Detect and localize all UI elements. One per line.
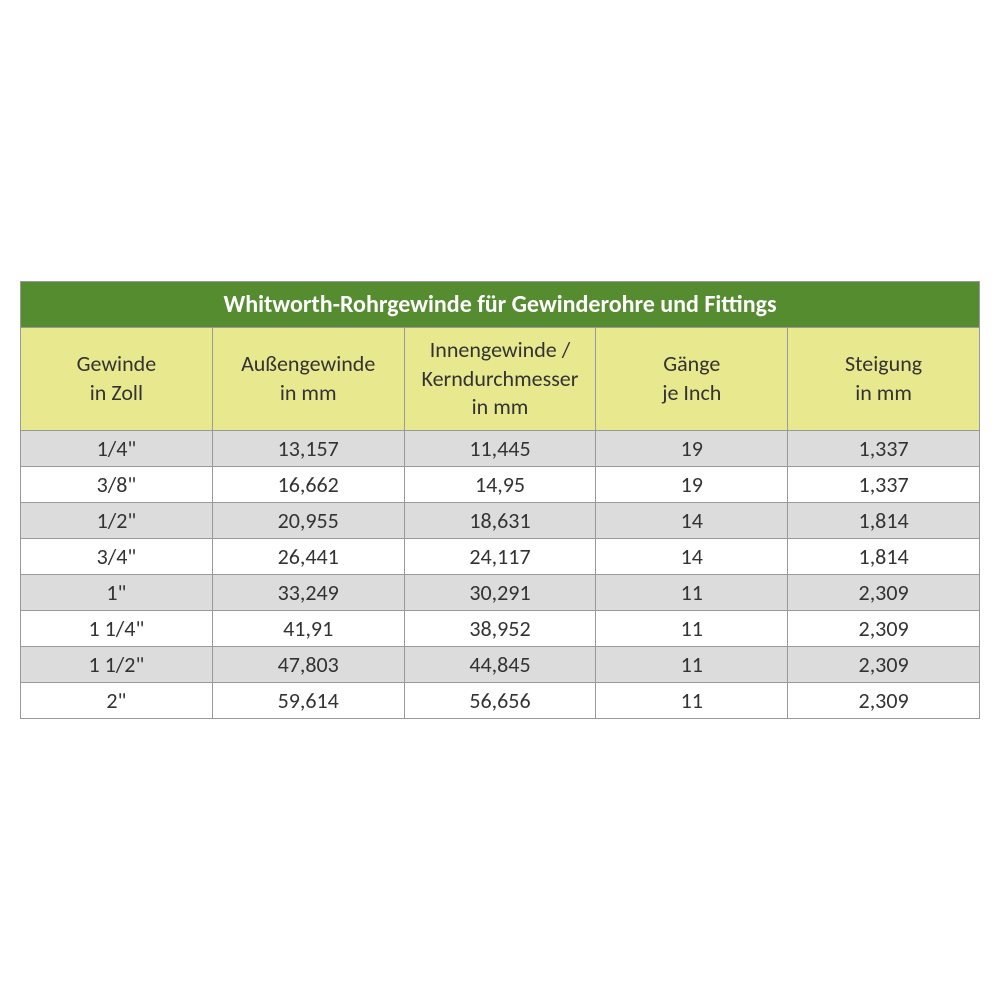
cell-outer-thread: 47,803 [212, 646, 404, 682]
cell-pitch: 1,814 [788, 538, 980, 574]
table-row: 1 1/4" 41,91 38,952 11 2,309 [21, 610, 980, 646]
cell-pitch: 2,309 [788, 646, 980, 682]
cell-pitch: 1,814 [788, 502, 980, 538]
cell-thread-size: 1" [21, 574, 213, 610]
cell-thread-size: 1 1/2" [21, 646, 213, 682]
cell-outer-thread: 16,662 [212, 466, 404, 502]
cell-thread-size: 3/8" [21, 466, 213, 502]
table-row: 1" 33,249 30,291 11 2,309 [21, 574, 980, 610]
cell-inner-thread: 30,291 [404, 574, 596, 610]
table-row: 3/8" 16,662 14,95 19 1,337 [21, 466, 980, 502]
cell-inner-thread: 38,952 [404, 610, 596, 646]
header-outer-thread: Außengewinde in mm [212, 328, 404, 431]
table-title-row: Whitworth-Rohrgewinde für Gewinderohre u… [21, 282, 980, 328]
header-inner-thread: Innengewinde / Kerndurchmesser in mm [404, 328, 596, 431]
whitworth-thread-table: Whitworth-Rohrgewinde für Gewinderohre u… [20, 281, 980, 719]
cell-pitch: 2,309 [788, 682, 980, 718]
cell-threads-per-inch: 14 [596, 502, 788, 538]
header-pitch: Steigung in mm [788, 328, 980, 431]
cell-outer-thread: 33,249 [212, 574, 404, 610]
table-title: Whitworth-Rohrgewinde für Gewinderohre u… [21, 282, 980, 328]
cell-threads-per-inch: 14 [596, 538, 788, 574]
cell-threads-per-inch: 11 [596, 682, 788, 718]
header-threads-per-inch: Gänge je Inch [596, 328, 788, 431]
cell-thread-size: 3/4" [21, 538, 213, 574]
header-thread-size: Gewinde in Zoll [21, 328, 213, 431]
table-row: 3/4" 26,441 24,117 14 1,814 [21, 538, 980, 574]
cell-pitch: 1,337 [788, 466, 980, 502]
table-row: 1/4" 13,157 11,445 19 1,337 [21, 430, 980, 466]
table-row: 1 1/2" 47,803 44,845 11 2,309 [21, 646, 980, 682]
cell-outer-thread: 20,955 [212, 502, 404, 538]
cell-inner-thread: 24,117 [404, 538, 596, 574]
cell-pitch: 2,309 [788, 610, 980, 646]
cell-threads-per-inch: 11 [596, 610, 788, 646]
cell-pitch: 2,309 [788, 574, 980, 610]
cell-inner-thread: 11,445 [404, 430, 596, 466]
cell-threads-per-inch: 11 [596, 574, 788, 610]
thread-specification-table: Whitworth-Rohrgewinde für Gewinderohre u… [20, 281, 980, 719]
cell-thread-size: 2" [21, 682, 213, 718]
table-row: 2" 59,614 56,656 11 2,309 [21, 682, 980, 718]
cell-outer-thread: 59,614 [212, 682, 404, 718]
cell-threads-per-inch: 19 [596, 466, 788, 502]
cell-inner-thread: 56,656 [404, 682, 596, 718]
cell-thread-size: 1/4" [21, 430, 213, 466]
cell-thread-size: 1/2" [21, 502, 213, 538]
cell-pitch: 1,337 [788, 430, 980, 466]
cell-outer-thread: 26,441 [212, 538, 404, 574]
cell-threads-per-inch: 19 [596, 430, 788, 466]
cell-inner-thread: 14,95 [404, 466, 596, 502]
cell-thread-size: 1 1/4" [21, 610, 213, 646]
cell-inner-thread: 18,631 [404, 502, 596, 538]
cell-threads-per-inch: 11 [596, 646, 788, 682]
cell-outer-thread: 41,91 [212, 610, 404, 646]
table-header-row: Gewinde in Zoll Außengewinde in mm Innen… [21, 328, 980, 431]
table-row: 1/2" 20,955 18,631 14 1,814 [21, 502, 980, 538]
cell-inner-thread: 44,845 [404, 646, 596, 682]
cell-outer-thread: 13,157 [212, 430, 404, 466]
